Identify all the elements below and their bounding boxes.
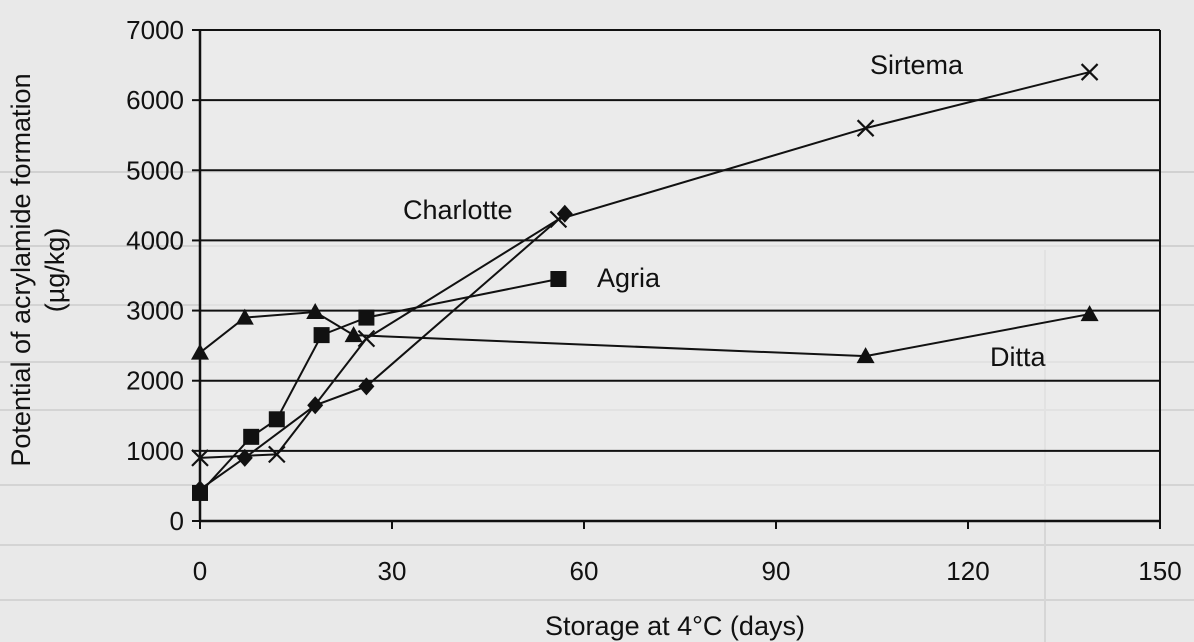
- data-point-charlotte-4: [556, 204, 573, 223]
- x-tick-label-120: 120: [946, 556, 989, 586]
- y-tick-label-5000: 5000: [126, 155, 184, 185]
- x-tick-label-0: 0: [193, 556, 207, 586]
- series-labels: Sirtema Charlotte Agria Ditta: [403, 50, 1047, 372]
- y-tick-label-6000: 6000: [126, 85, 184, 115]
- series-layer: [191, 63, 1099, 501]
- series-sirtema: [191, 63, 1099, 467]
- y-axis-title-line-2: (µg/kg): [40, 228, 70, 313]
- y-tick-label-4000: 4000: [126, 225, 184, 255]
- data-point-agria-2: [268, 411, 285, 428]
- data-point-agria-0: [192, 484, 208, 501]
- data-point-ditta-1: [235, 308, 254, 325]
- y-tick-label-3000: 3000: [126, 296, 184, 326]
- y-tick-label-2000: 2000: [126, 366, 184, 396]
- series-label-sirtema: Sirtema: [870, 50, 964, 80]
- data-point-sirtema-4: [856, 119, 875, 137]
- y-axis-title-line-1: Potential of acrylamide formation: [6, 73, 36, 466]
- x-tick-label-60: 60: [570, 556, 599, 586]
- data-point-ditta-3: [344, 326, 363, 343]
- series-label-ditta: Ditta: [990, 342, 1047, 372]
- data-point-sirtema-2: [357, 329, 376, 348]
- data-point-sirtema-0: [191, 449, 209, 467]
- data-point-charlotte-3: [358, 377, 375, 396]
- data-point-charlotte-2: [307, 396, 324, 415]
- series-line-agria: [199, 278, 559, 494]
- series-label-charlotte: Charlotte: [403, 195, 513, 225]
- data-point-sirtema-5: [1080, 63, 1099, 81]
- x-axis-title: Storage at 4°C (days): [545, 611, 805, 641]
- y-tick-label-7000: 7000: [126, 15, 184, 45]
- series-agria: [192, 271, 567, 501]
- data-point-ditta-0: [191, 343, 209, 360]
- data-point-agria-4: [358, 309, 375, 326]
- x-tick-label-90: 90: [762, 556, 791, 586]
- series-line-sirtema: [199, 71, 1090, 459]
- y-tick-label-0: 0: [170, 506, 184, 536]
- data-point-ditta-5: [1080, 305, 1099, 322]
- series-ditta: [191, 302, 1099, 364]
- data-point-ditta-2: [306, 302, 325, 319]
- y-tick-label-1000: 1000: [126, 436, 184, 466]
- axes: 0 1000 2000 3000 4000 5000 6000 7000 0 30 60 90 120 1…: [126, 15, 1182, 586]
- data-point-agria-3: [313, 327, 330, 344]
- x-tick-label-150: 150: [1138, 556, 1181, 586]
- data-point-agria-5: [550, 271, 567, 288]
- data-point-agria-1: [243, 428, 260, 445]
- data-point-ditta-4: [856, 347, 875, 364]
- data-point-sirtema-1: [268, 445, 286, 464]
- plot-background: [200, 30, 1160, 521]
- x-tick-label-30: 30: [378, 556, 407, 586]
- plot-area: [200, 30, 1160, 521]
- data-point-charlotte-1: [236, 448, 253, 467]
- series-label-agria: Agria: [597, 263, 661, 293]
